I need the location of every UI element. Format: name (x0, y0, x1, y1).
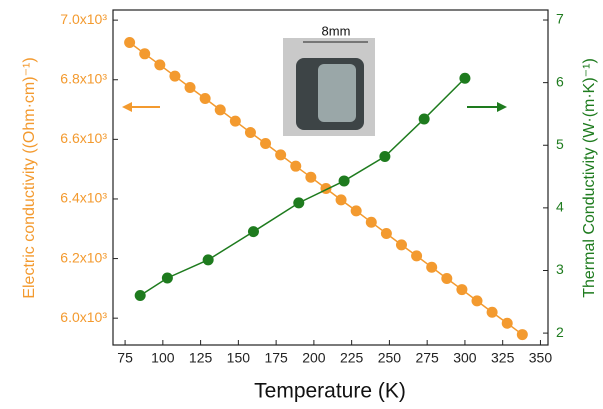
data-point (248, 226, 259, 237)
y-axis-title: Electric conductivity ((Ohm·cm)⁻¹) (21, 57, 38, 298)
x-tick-label: 250 (378, 350, 402, 366)
x-tick-label: 300 (453, 350, 477, 366)
data-point (459, 73, 470, 84)
data-point (339, 175, 350, 186)
y-tick-label: 7.0x10³ (60, 11, 107, 27)
x-tick-label: 225 (340, 350, 364, 366)
data-point (185, 82, 196, 93)
data-point (502, 318, 513, 329)
x-tick-label: 150 (227, 350, 251, 366)
data-point (293, 197, 304, 208)
x-tick-label: 100 (151, 350, 175, 366)
data-point (305, 172, 316, 183)
y2-tick-label: 4 (556, 199, 564, 215)
y-tick-label: 6.8x10³ (60, 70, 107, 86)
data-point (162, 273, 173, 284)
y2-tick-label: 6 (556, 73, 564, 89)
x-tick-label: 125 (189, 350, 213, 366)
data-point (135, 290, 146, 301)
data-point (154, 59, 165, 70)
x-tick-label: 175 (264, 350, 288, 366)
y-tick-label: 6.4x10³ (60, 190, 107, 206)
data-point (517, 329, 528, 340)
data-point (215, 104, 226, 115)
y-tick-label: 6.6x10³ (60, 130, 107, 146)
data-point (290, 161, 301, 172)
y2-tick-label: 3 (556, 261, 564, 277)
y2-tick-label: 7 (556, 11, 564, 27)
data-point (366, 217, 377, 228)
data-point (200, 93, 211, 104)
data-point (411, 250, 422, 261)
data-point (396, 239, 407, 250)
data-point (275, 149, 286, 160)
x-tick-label: 350 (529, 350, 553, 366)
data-point (139, 48, 150, 59)
data-point (379, 151, 390, 162)
x-tick-label: 325 (491, 350, 515, 366)
data-point (441, 273, 452, 284)
data-point (472, 295, 483, 306)
y-tick-label: 6.2x10³ (60, 249, 107, 265)
data-point (456, 284, 467, 295)
chart: 8mm Temperature (K) Electric conductivit… (0, 0, 603, 409)
data-point (336, 194, 347, 205)
data-point (203, 254, 214, 265)
data-point (124, 37, 135, 48)
data-point (419, 113, 430, 124)
y2-axis-title: Thermal Conductivity (W·(m·K)⁻¹) (581, 58, 598, 298)
x-tick-label: 75 (117, 350, 133, 366)
data-point (426, 262, 437, 273)
data-point (351, 205, 362, 216)
data-point (169, 71, 180, 82)
y2-tick-label: 5 (556, 136, 564, 152)
sample-facet (318, 64, 356, 122)
y2-tick-label: 2 (556, 324, 564, 340)
data-point (230, 116, 241, 127)
left-arrow (122, 102, 160, 112)
data-point (381, 228, 392, 239)
data-point (260, 138, 271, 149)
x-tick-label: 200 (302, 350, 326, 366)
right-arrow (467, 102, 507, 112)
x-tick-label: 275 (415, 350, 439, 366)
y-tick-label: 6.0x10³ (60, 309, 107, 325)
data-point (245, 127, 256, 138)
scale-label: 8mm (322, 23, 351, 38)
x-axis-title: Temperature (K) (254, 380, 406, 403)
data-point (487, 307, 498, 318)
